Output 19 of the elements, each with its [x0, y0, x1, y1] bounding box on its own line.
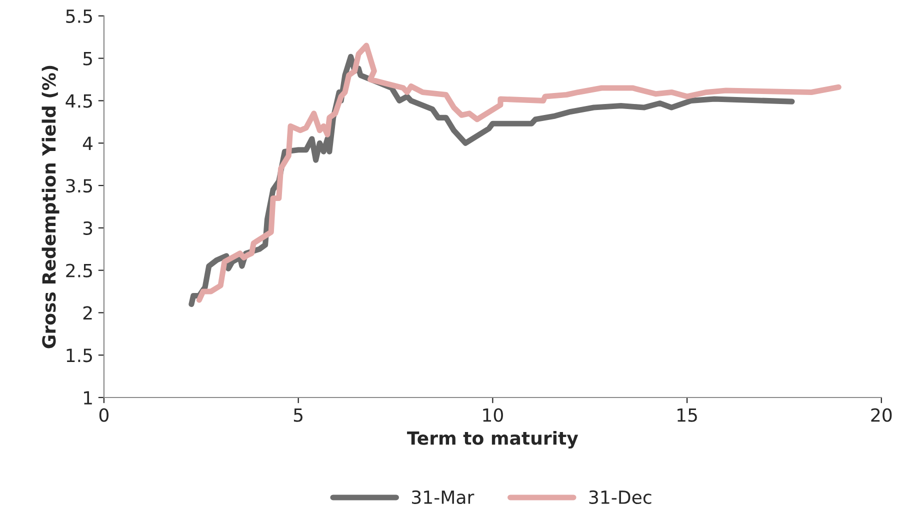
- x-axis-title: Term to maturity: [407, 430, 578, 449]
- y-tick-label: 1.5: [66, 348, 92, 362]
- y-tick-label: 1: [84, 391, 92, 404]
- y-tick-label: 4: [82, 136, 93, 150]
- y-tick-label: 3.5: [66, 178, 92, 193]
- y-axis-title: Gross Redemption Yield (%): [42, 66, 60, 348]
- x-tick-label: 5: [294, 408, 302, 422]
- legend-label: 31-Mar: [412, 490, 474, 504]
- y-tick-label: 5: [83, 52, 92, 66]
- y-tick-label: 3: [83, 221, 92, 236]
- legend-label: 31-Dec: [589, 490, 652, 504]
- y-tick-label: 2: [83, 306, 92, 320]
- x-tick-label: 15: [678, 408, 697, 422]
- x-tick-label: 10: [483, 408, 503, 422]
- x-tick-label: 20: [871, 408, 892, 422]
- y-tick-label: 4.5: [66, 94, 92, 108]
- y-tick-label: 5.5: [66, 10, 92, 24]
- x-tick-label: 0: [99, 408, 109, 422]
- y-tick-label: 2.5: [66, 264, 92, 278]
